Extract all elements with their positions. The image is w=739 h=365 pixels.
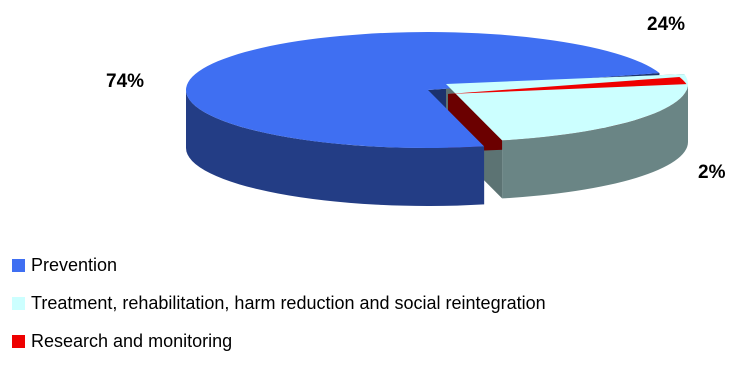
legend-swatch-prevention [12, 258, 25, 272]
pie-tops [185, 32, 688, 149]
pie-slice-research [448, 77, 687, 94]
pie-chart-svg: 74% 24% 2% [106, 14, 726, 207]
legend: Prevention Treatment, rehabilitation, ha… [12, 251, 732, 365]
legend-label-prevention: Prevention [31, 254, 118, 275]
data-label-prevention: 74% [106, 71, 144, 92]
legend-item-prevention: Prevention [12, 251, 732, 279]
legend-item-research: Research and monitoring [12, 327, 732, 355]
legend-label-treatment: Treatment, rehabilitation, harm reductio… [31, 292, 546, 313]
slice-side-prevention [186, 90, 485, 207]
legend-swatch-treatment [12, 296, 25, 310]
legend-swatch-research [12, 334, 25, 348]
slice-side-treatment [502, 84, 688, 199]
legend-label-research: Research and monitoring [31, 330, 233, 351]
data-label-treatment: 24% [647, 14, 685, 35]
pie-slice-prevention [185, 32, 660, 149]
data-label-research: 2% [698, 162, 726, 183]
legend-item-treatment: Treatment, rehabilitation, harm reductio… [12, 289, 732, 317]
pie-chart: 74% 24% 2% [106, 14, 726, 207]
